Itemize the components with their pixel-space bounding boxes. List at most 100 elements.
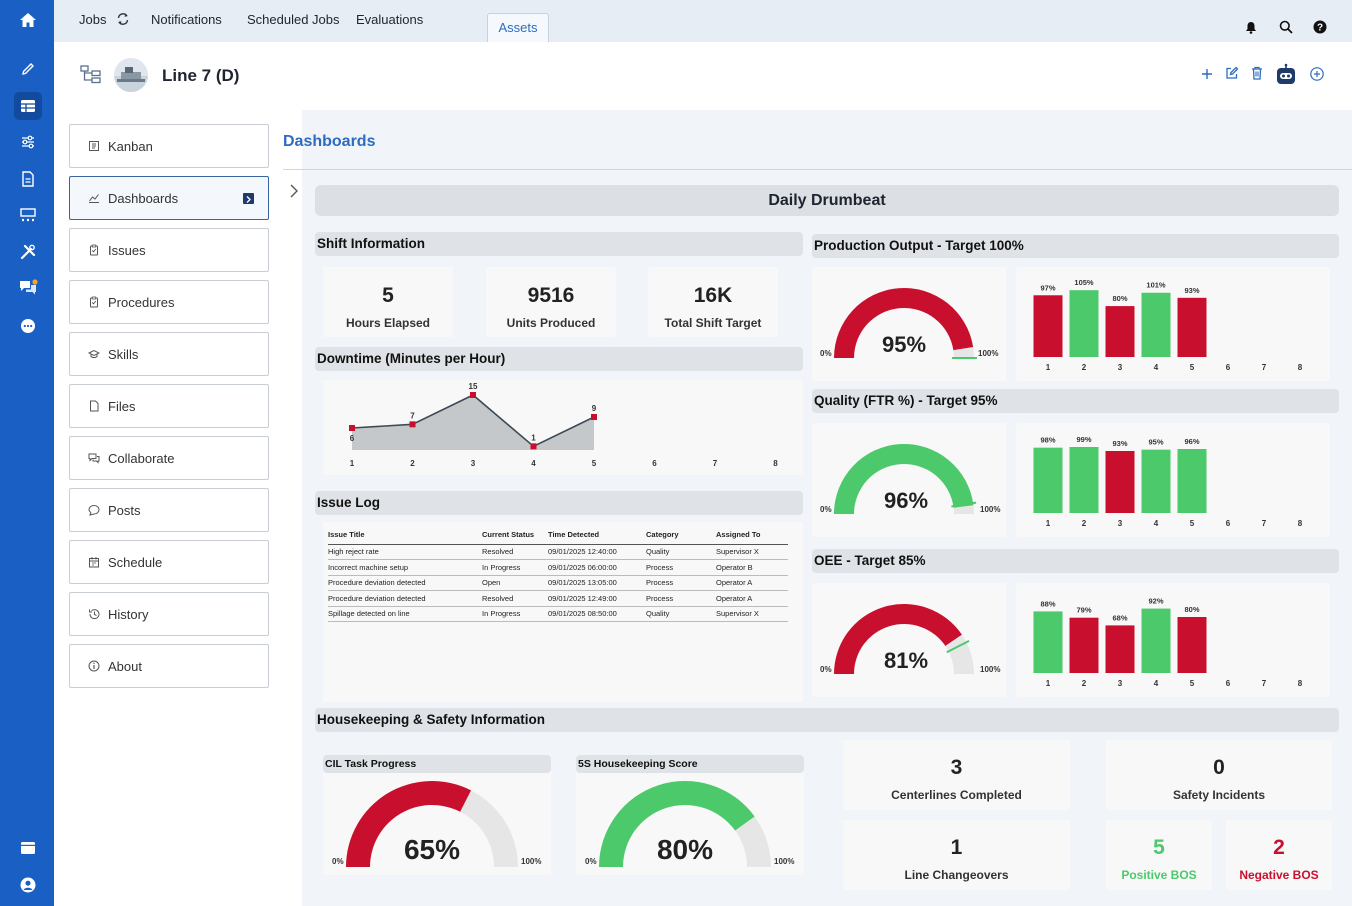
section-title: Dashboards	[283, 133, 376, 150]
bar[interactable]	[1069, 290, 1099, 357]
bar[interactable]	[1177, 297, 1207, 357]
bell-icon[interactable]	[1245, 21, 1257, 39]
bar[interactable]	[1105, 451, 1135, 513]
tab-evaluations[interactable]: Evaluations	[356, 12, 424, 27]
column-header[interactable]: Time Detected	[548, 526, 646, 545]
sidebar-item-files[interactable]: Files	[69, 384, 269, 428]
sidebar-item-dashboards[interactable]: Dashboards	[69, 176, 269, 220]
x-tick-label: 4	[1154, 679, 1159, 688]
bar[interactable]	[1177, 617, 1207, 673]
bar[interactable]	[1105, 306, 1135, 357]
kpi-value: 1	[950, 836, 963, 859]
org-chart-icon[interactable]	[14, 201, 42, 229]
column-header[interactable]: Current Status	[482, 526, 548, 545]
x-tick-label: 7	[713, 459, 718, 468]
chat-icon	[88, 453, 100, 464]
user-icon[interactable]	[14, 871, 42, 899]
bar[interactable]	[1033, 447, 1063, 513]
sidebar-item-collaborate[interactable]: Collaborate	[69, 436, 269, 480]
bar[interactable]	[1069, 447, 1099, 513]
sidebar-item-kanban[interactable]: Kanban	[69, 124, 269, 168]
tab-jobs[interactable]: Jobs	[79, 12, 107, 27]
asset-header: Line 7 (D)	[54, 42, 1352, 110]
bar[interactable]	[1141, 292, 1171, 357]
add-circle-icon[interactable]	[1310, 67, 1324, 86]
bar[interactable]	[1177, 449, 1207, 513]
data-point[interactable]	[349, 425, 355, 431]
downtime-area	[352, 395, 594, 450]
tab-assets[interactable]: Assets	[487, 13, 549, 42]
chevron-right-icon[interactable]	[288, 183, 300, 204]
table-row[interactable]: Spillage detected on line In Progress 09/0…	[328, 606, 788, 622]
bar-value-label: 101%	[1146, 281, 1166, 290]
bar[interactable]	[1105, 625, 1135, 673]
bar-value-label: 97%	[1040, 283, 1055, 292]
x-tick-label: 3	[1118, 679, 1123, 688]
data-point[interactable]	[530, 443, 537, 450]
sidebar-item-schedule[interactable]: Schedule	[69, 540, 269, 584]
bar[interactable]	[1141, 608, 1171, 673]
gauge-value: 81%	[883, 648, 929, 673]
sidebar-item-posts[interactable]: Posts	[69, 488, 269, 532]
table-row[interactable]: Procedure deviation detected Open 09/01/20…	[328, 575, 788, 591]
data-point[interactable]	[591, 414, 597, 420]
sidebar-item-procedures[interactable]: Procedures	[69, 280, 269, 324]
quality-header: Quality (FTR %) - Target 95%	[812, 389, 1339, 413]
sidebar-item-about[interactable]: About	[69, 644, 269, 688]
bar[interactable]	[1033, 611, 1063, 673]
tab-notifications[interactable]: Notifications	[151, 12, 222, 27]
issue-log-header: Issue Log	[315, 491, 803, 515]
quality-gauge	[834, 443, 977, 514]
data-point[interactable]	[470, 392, 476, 398]
pencil-icon[interactable]	[14, 55, 42, 83]
window-icon[interactable]	[14, 834, 42, 862]
negative-bos-card: 2 Negative BOS	[1226, 820, 1332, 890]
bar-value-label: 95%	[1148, 438, 1163, 447]
table-row[interactable]: Procedure deviation detected Resolved 09/0…	[328, 590, 788, 607]
x-tick-label: 1	[1046, 363, 1051, 372]
home-icon[interactable]	[14, 6, 42, 34]
table-icon[interactable]	[14, 92, 42, 120]
section-divider	[283, 169, 1352, 170]
table-row[interactable]: High reject rate Resolved 09/01/2025 12:40…	[328, 544, 788, 560]
bar[interactable]	[1069, 617, 1099, 673]
help-icon[interactable]: ?	[1313, 20, 1327, 39]
search-icon[interactable]	[1279, 20, 1293, 39]
refresh-icon[interactable]	[116, 12, 130, 31]
hierarchy-icon[interactable]	[80, 64, 102, 89]
more-icon[interactable]	[14, 312, 42, 340]
gauge-value: 96%	[883, 488, 929, 513]
column-header[interactable]: Assigned To	[716, 526, 788, 545]
production-gauge	[834, 288, 977, 359]
trash-icon[interactable]	[1251, 66, 1263, 85]
kanban-icon	[89, 141, 99, 151]
column-header[interactable]: Category	[646, 526, 716, 545]
x-tick-label: 1	[1046, 679, 1051, 688]
sidebar-item-skills[interactable]: Skills	[69, 332, 269, 376]
safety-incidents-card: 0 Safety Incidents	[1106, 740, 1332, 810]
edit-icon[interactable]	[1225, 66, 1239, 85]
chat-icon[interactable]	[14, 274, 42, 302]
quality-bar-chart: 98% 1 99% 2 93% 3 95% 4 96% 5 6 7 8	[1033, 435, 1303, 528]
expand-arrow-icon[interactable]	[243, 193, 254, 204]
tools-icon[interactable]	[14, 238, 42, 266]
robot-icon[interactable]	[1274, 63, 1298, 92]
document-icon[interactable]	[14, 165, 42, 193]
table-cell: Spillage detected on line	[328, 606, 482, 622]
sidebar-item-issues[interactable]: Issues	[69, 228, 269, 272]
bar[interactable]	[1033, 295, 1063, 357]
sliders-icon[interactable]	[14, 128, 42, 156]
data-label: 1	[531, 433, 536, 442]
bar-value-label: 93%	[1184, 286, 1199, 295]
clipboard-icon	[90, 244, 98, 256]
x-tick-label: 3	[471, 459, 476, 468]
table-row[interactable]: Incorrect machine setup In Progress 09/01/…	[328, 559, 788, 576]
data-point[interactable]	[409, 421, 416, 428]
tab-scheduled-jobs[interactable]: Scheduled Jobs	[247, 12, 340, 27]
sidebar-item-history[interactable]: History	[69, 592, 269, 636]
add-icon[interactable]	[1201, 67, 1213, 85]
bar[interactable]	[1141, 449, 1171, 513]
data-label: 7	[410, 411, 415, 420]
column-header[interactable]: Issue Title	[328, 526, 482, 545]
cil-card: CIL Task Progress 65% 0% 100%	[323, 755, 551, 875]
